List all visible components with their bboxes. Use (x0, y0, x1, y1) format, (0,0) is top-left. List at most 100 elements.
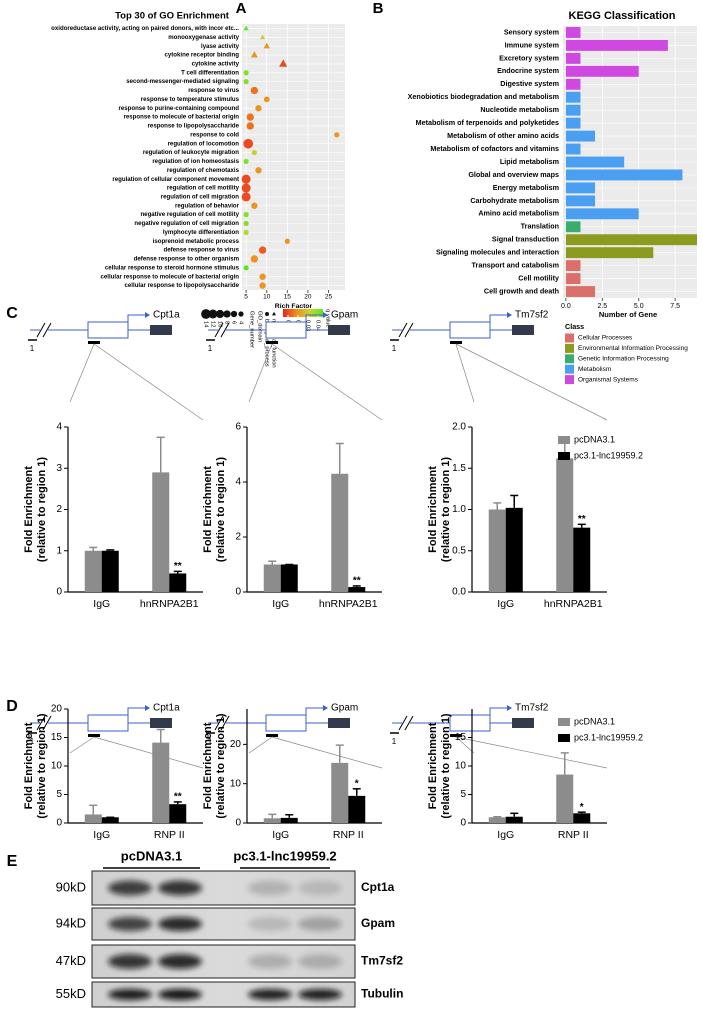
y-category-label: defense response to virus (163, 247, 239, 254)
bar (556, 458, 574, 592)
blot-band (298, 880, 342, 896)
tss-arrowhead (323, 312, 328, 318)
y-axis-label: Fold Enrichment (427, 466, 439, 553)
bar (565, 130, 596, 142)
y-category-label: Sensory system (504, 27, 559, 36)
y-category-label: lymphocyte differentiation (163, 229, 239, 236)
y-category-label: response to cold (190, 131, 239, 138)
zoom-line (93, 736, 204, 769)
y-tick-label: 10 (51, 761, 63, 772)
size-legend-label: 14 (202, 321, 208, 328)
triangle-point (243, 25, 249, 31)
y-category-label: Digestive system (500, 79, 559, 88)
error-bar (106, 549, 115, 551)
legend-label: Organismal Systems (578, 376, 639, 383)
plot-background (242, 24, 345, 290)
size-legend-dot (223, 310, 231, 318)
bar (565, 286, 596, 297)
dot-point (243, 70, 249, 76)
dot-point (243, 79, 249, 85)
y-axis-label: (relative to region 1) (36, 713, 48, 818)
legend-label: pcDNA3.1 (574, 716, 615, 726)
break-slash (214, 322, 224, 338)
legend-swatch (558, 436, 570, 444)
gene-label: Tm7sf2 (515, 310, 549, 321)
triangle-point (279, 59, 288, 67)
bar (505, 816, 523, 823)
y-category-label: Metabolism of other amino acids (447, 131, 559, 140)
y-tick-label: 2 (235, 532, 241, 543)
x-tick-label: 25 (325, 294, 333, 301)
y-tick-label: 1 (56, 545, 62, 556)
break-slash (42, 322, 52, 338)
zoom-line (93, 343, 204, 421)
legend-label: Metabolism (578, 366, 611, 373)
y-category-label: cytokine activity (192, 61, 240, 68)
error-bar (89, 804, 98, 815)
y-tick-label: 5 (56, 789, 62, 800)
y-category-label: negative regulation of cell motility (140, 211, 239, 218)
x-tick-label: 0.0 (561, 303, 571, 310)
y-axis-label: (relative to region 1) (440, 713, 452, 818)
size-legend-dot (201, 309, 211, 319)
x-tick-label: hnRNPA2B1 (140, 598, 199, 610)
exon-box (265, 714, 307, 732)
break-gap (218, 327, 226, 333)
bar (263, 818, 281, 823)
legend-swatch (558, 734, 570, 742)
size-legend-label: 8 (223, 321, 229, 324)
protein-label: Tm7sf2 (361, 954, 403, 968)
bar (565, 91, 581, 103)
dot-point (241, 174, 251, 184)
bar (505, 507, 523, 592)
region-mark (88, 734, 100, 737)
dot-point (259, 282, 266, 289)
y-category-label: response to purine-containing compound (118, 105, 239, 112)
y-tick-label: 4 (235, 477, 241, 488)
y-tick-label: 1.0 (452, 504, 466, 515)
error-bar (268, 560, 277, 565)
size-legend-label: 12 (209, 321, 215, 327)
x-tick-label: hnRNPA2B1 (319, 598, 378, 610)
gene-body (512, 325, 534, 335)
y-tick-label: 0 (235, 587, 241, 598)
error-bar (493, 502, 502, 510)
error-bar (493, 815, 502, 818)
y-tick-label: 2 (56, 504, 62, 515)
triangle-point (260, 34, 266, 40)
dot-point (241, 192, 251, 202)
y-axis-label: Fold Enrichment (202, 722, 214, 809)
x-tick-label: RNP II (333, 829, 364, 841)
triangle-point (250, 51, 258, 58)
color-legend-label: 0.04 (314, 320, 320, 332)
y-tick-label: 0 (460, 818, 466, 829)
x-tick-label: RNP II (154, 829, 185, 841)
significance-label: ** (578, 514, 586, 525)
size-label: 94kD (56, 915, 86, 930)
tss-arrow (305, 314, 323, 330)
y-category-label: Endocrine system (497, 66, 559, 75)
x-tick-label: 5.0 (634, 303, 644, 310)
bar (565, 117, 581, 129)
y-tick-label: 4 (56, 422, 62, 433)
break-slash (214, 715, 224, 731)
break-slash (220, 322, 230, 338)
y-category-label: isoprenoid metabolic process (153, 238, 240, 245)
region-mark (266, 341, 278, 344)
region-mark (266, 734, 278, 737)
break-gap (218, 720, 226, 726)
blot-band (108, 954, 152, 969)
tss-arrow (127, 314, 145, 330)
y-tick-label: 0.5 (452, 545, 466, 556)
y-tick-label: 0 (235, 818, 241, 829)
tss-arrow (305, 707, 323, 723)
panel-letter: E (7, 853, 18, 870)
protein-label: Cpt1a (361, 880, 395, 894)
error-bar (89, 546, 98, 551)
bar (565, 195, 596, 207)
zoom-line (455, 343, 475, 403)
y-tick-label: 6 (235, 422, 241, 433)
significance-label: * (580, 802, 584, 813)
x-tick-label: 20 (304, 294, 312, 301)
